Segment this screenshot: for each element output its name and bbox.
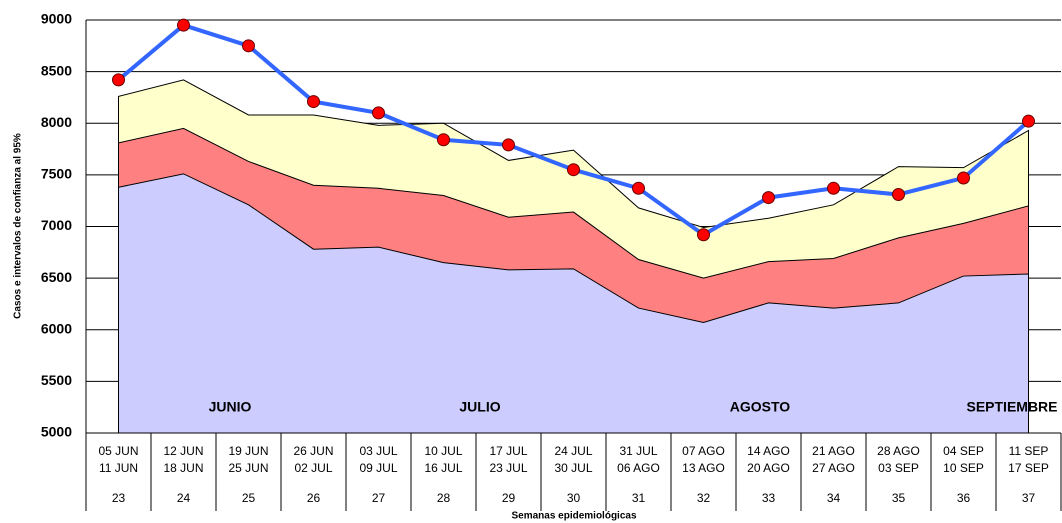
week-label: 35 — [892, 491, 906, 505]
date-start: 05 JUN — [98, 444, 138, 458]
y-tick-label: 6000 — [41, 320, 72, 336]
y-tick-label: 8000 — [41, 114, 72, 130]
date-start: 11 SEP — [1009, 444, 1049, 458]
marker — [697, 228, 710, 242]
week-label: 29 — [502, 491, 516, 505]
marker — [307, 95, 320, 109]
date-end: 17 SEP — [1008, 461, 1049, 475]
marker — [112, 73, 125, 87]
week-label: 23 — [112, 491, 126, 505]
date-end: 16 JUL — [424, 461, 462, 475]
date-start: 03 JUL — [359, 444, 397, 458]
date-end: 03 SEP — [878, 461, 919, 475]
area — [118, 173, 1029, 434]
date-end: 09 JUL — [359, 461, 397, 475]
date-start: 26 JUN — [293, 444, 333, 458]
date-start: 12 JUN — [163, 444, 203, 458]
week-label: 28 — [437, 491, 451, 505]
week-label: 36 — [957, 491, 971, 505]
week-label: 27 — [372, 491, 386, 505]
marker — [502, 138, 515, 152]
month-label: JULIO — [459, 399, 500, 415]
date-start: 14 AGO — [747, 444, 790, 458]
date-start: 31 JUL — [619, 444, 657, 458]
week-label: 26 — [307, 491, 321, 505]
week-label: 31 — [632, 491, 646, 505]
marker — [892, 187, 905, 201]
week-label: 33 — [762, 491, 776, 505]
week-label: 25 — [242, 491, 256, 505]
month-label: JUNIO — [209, 399, 252, 415]
date-end: 06 AGO — [617, 461, 660, 475]
marker — [177, 18, 190, 32]
date-start: 04 SEP — [943, 444, 984, 458]
date-end: 18 JUN — [163, 461, 203, 475]
y-tick-label: 5500 — [41, 372, 72, 388]
date-end: 25 JUN — [228, 461, 268, 475]
date-start: 19 JUN — [228, 444, 268, 458]
date-start: 28 AGO — [877, 444, 920, 458]
date-end: 20 AGO — [747, 461, 790, 475]
date-end: 11 JUN — [99, 461, 138, 475]
marker — [1022, 114, 1035, 128]
date-start: 10 JUL — [424, 444, 462, 458]
date-start: 21 AGO — [812, 444, 855, 458]
month-label: AGOSTO — [730, 399, 791, 415]
marker — [567, 163, 580, 177]
date-end: 10 SEP — [943, 461, 984, 475]
week-label: 34 — [827, 491, 841, 505]
date-end: 27 AGO — [812, 461, 855, 475]
x-axis-label: Semanas epidemiológicas — [511, 511, 636, 522]
y-tick-label: 7000 — [41, 217, 72, 233]
month-label: SEPTIEMBRE — [966, 399, 1057, 415]
y-axis-label: Casos e intervalos de confianza al 95% — [13, 133, 24, 319]
week-label: 24 — [177, 491, 191, 505]
y-tick-label: 5000 — [41, 424, 72, 440]
marker — [762, 191, 775, 205]
week-label: 30 — [567, 491, 581, 505]
y-tick-label: 7500 — [41, 166, 72, 182]
y-tick-label: 6500 — [41, 269, 72, 285]
week-label: 37 — [1022, 491, 1036, 505]
marker — [632, 181, 645, 195]
date-end: 30 JUL — [554, 461, 592, 475]
y-tick-label: 9000 — [41, 11, 72, 27]
y-tick-label: 8500 — [41, 62, 72, 78]
marker — [242, 39, 255, 53]
date-start: 24 JUL — [554, 444, 592, 458]
marker — [437, 133, 450, 147]
date-end: 13 AGO — [682, 461, 725, 475]
week-label: 32 — [697, 491, 711, 505]
marker — [957, 171, 970, 185]
date-end: 02 JUL — [294, 461, 332, 475]
date-start: 07 AGO — [682, 444, 725, 458]
date-end: 23 JUL — [489, 461, 527, 475]
marker — [372, 106, 385, 120]
marker — [827, 181, 840, 195]
date-start: 17 JUL — [489, 444, 527, 458]
